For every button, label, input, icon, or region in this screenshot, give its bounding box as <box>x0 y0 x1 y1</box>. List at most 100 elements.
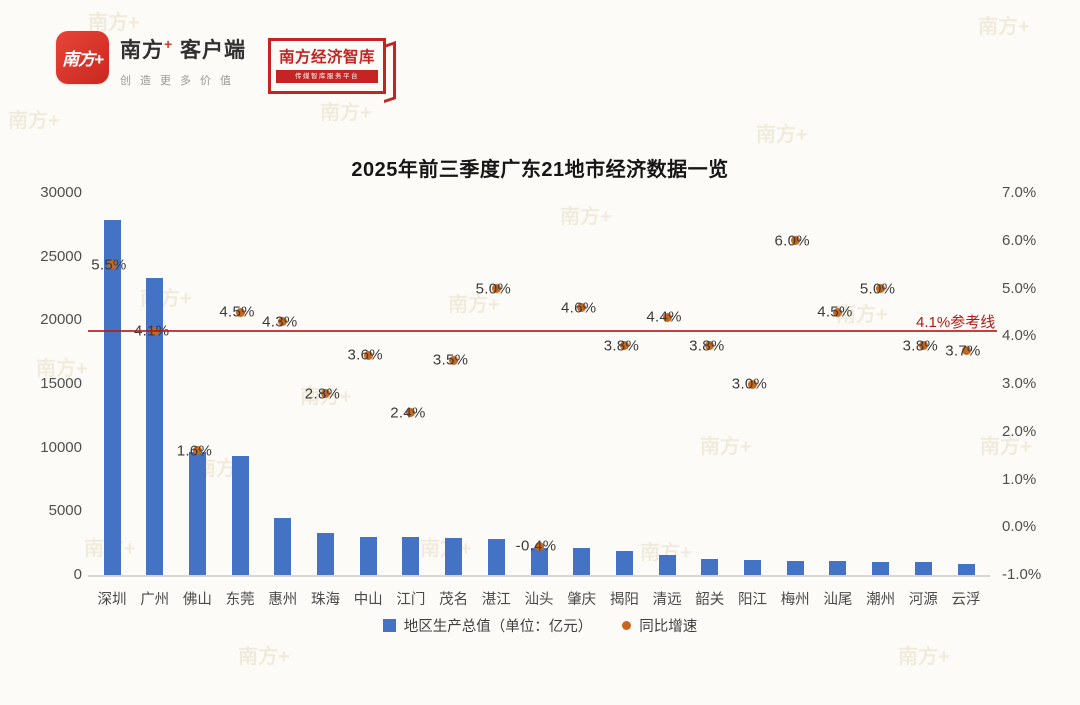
x-axis-line <box>88 575 990 577</box>
gdp-bar <box>658 554 676 575</box>
growth-label: 2.4% <box>390 404 426 422</box>
thinktank-logo-tagline: 传媒智库服务平台 <box>276 70 378 83</box>
growth-dot <box>192 446 202 456</box>
y-axis-tick-right: 2.0% <box>1002 422 1037 440</box>
x-axis-label: 佛山 <box>182 592 212 608</box>
growth-dot <box>961 346 971 356</box>
y-axis-tick-left: 30000 <box>40 184 82 201</box>
gdp-bar <box>957 563 975 575</box>
brand-plus: + <box>164 36 174 52</box>
y-axis-tick-right: 6.0% <box>1002 231 1037 249</box>
brand-suffix: 客户端 <box>180 39 247 62</box>
gdp-bar-swatch-icon <box>382 619 396 632</box>
growth-label: 4.5% <box>219 303 255 321</box>
growth-label: 6.0% <box>774 232 810 250</box>
gdp-bar <box>829 561 847 575</box>
legend-gdp-label: 地区生产总值（单位：亿元） <box>403 619 593 635</box>
x-axis-label: 广州 <box>140 592 170 608</box>
gdp-bar <box>188 452 206 575</box>
y-axis-tick-left: 20000 <box>40 311 82 329</box>
y-axis-tick-right: 1.0% <box>1002 470 1037 488</box>
nanfang-plus-wordmark: 南方+ 客户端 创造更多价值 <box>120 31 246 88</box>
growth-dot-swatch-icon <box>622 621 632 630</box>
x-axis-label: 云浮 <box>951 592 981 608</box>
legend-growth-label: 同比增速 <box>639 619 698 635</box>
chart-legend: 地区生产总值（单位：亿元） 同比增速 <box>0 615 1080 636</box>
growth-dot <box>918 341 928 351</box>
reference-line-label: 4.1%参考线 <box>916 314 996 332</box>
growth-label: 4.4% <box>646 308 682 326</box>
gdp-bar <box>530 547 548 575</box>
growth-label: 5.0% <box>859 280 896 297</box>
growth-label: 3.8% <box>902 337 938 355</box>
growth-dot <box>619 341 629 351</box>
growth-dot <box>321 389 330 399</box>
x-axis-label: 珠海 <box>311 592 340 608</box>
y-axis-tick-left: 25000 <box>40 247 82 265</box>
growth-dot <box>833 307 843 317</box>
y-axis-tick-left: 15000 <box>40 375 82 392</box>
growth-label: -0.4% <box>515 537 557 555</box>
gdp-bar <box>701 559 719 575</box>
nanfang-plus-logo: 南方+ 南方+ 客户端 创造更多价值 <box>56 31 246 88</box>
growth-label: 4.3% <box>262 313 298 331</box>
x-axis-label: 中山 <box>353 592 383 608</box>
y-axis-tick-right: 3.0% <box>1002 375 1037 392</box>
x-axis-label: 汕头 <box>524 592 554 608</box>
gdp-bar <box>872 562 890 575</box>
x-axis-label: 韶关 <box>695 592 725 608</box>
legend-item-growth: 同比增速 <box>622 615 697 636</box>
x-axis-label: 河源 <box>908 592 938 608</box>
growth-dot <box>406 408 416 418</box>
growth-dot <box>235 307 245 317</box>
y-axis-tick-right: -1.0% <box>1002 566 1042 583</box>
y-axis-tick-left: 10000 <box>40 438 82 456</box>
southern-economic-thinktank-logo: 南方经济智库 传媒智库服务平台 <box>268 38 386 94</box>
growth-label: 4.5% <box>817 303 853 321</box>
x-axis-label: 汕尾 <box>823 592 853 608</box>
reference-line <box>88 330 997 333</box>
y-axis-tick-right: 5.0% <box>1002 279 1037 297</box>
x-axis-label: 深圳 <box>97 592 127 608</box>
growth-label: 3.0% <box>731 375 768 393</box>
gdp-bar <box>573 548 591 575</box>
x-axis-label: 茂名 <box>439 592 469 608</box>
growth-label: 1.6% <box>176 442 213 460</box>
gdp-bar <box>487 538 505 575</box>
x-axis-label: 东莞 <box>225 592 255 608</box>
x-axis-label: 肇庆 <box>567 592 597 608</box>
nanfang-plus-app-icon: 南方+ <box>56 31 109 84</box>
growth-dot <box>107 260 117 270</box>
y-axis-tick-right: 7.0% <box>1002 184 1037 201</box>
gdp-bar <box>359 536 377 575</box>
gdp-bar <box>615 551 633 575</box>
growth-dot <box>748 379 757 389</box>
growth-dot <box>278 317 288 327</box>
gdp-bar <box>317 532 334 575</box>
thinktank-logo-title: 南方经济智库 <box>278 49 375 66</box>
nanfang-plus-tagline: 创造更多价值 <box>120 75 240 87</box>
app-icon-text: 南方+ <box>62 50 104 69</box>
x-axis-label: 惠州 <box>268 592 298 608</box>
growth-dot <box>876 284 886 293</box>
y-axis-tick-right: 0.0% <box>1002 518 1037 536</box>
x-axis-label: 湛江 <box>481 592 511 608</box>
gdp-bar <box>445 537 463 575</box>
brand-text: 南方 <box>120 39 164 62</box>
gdp-bar <box>103 219 121 575</box>
gdp-bar <box>231 455 249 575</box>
growth-label: 5.0% <box>475 280 511 297</box>
growth-dot <box>662 312 672 322</box>
gdp-bar <box>402 536 420 575</box>
growth-dot <box>363 350 373 360</box>
growth-label: 3.8% <box>603 337 640 355</box>
gdp-bar <box>744 559 761 575</box>
growth-label: 2.8% <box>304 385 341 403</box>
y-axis-tick-right: 4.0% <box>1002 327 1037 345</box>
growth-label: 4.6% <box>560 299 597 317</box>
x-axis-label: 揭阳 <box>609 592 639 608</box>
gdp-bar <box>274 518 292 575</box>
growth-dot <box>577 303 587 313</box>
growth-dot <box>534 541 544 551</box>
